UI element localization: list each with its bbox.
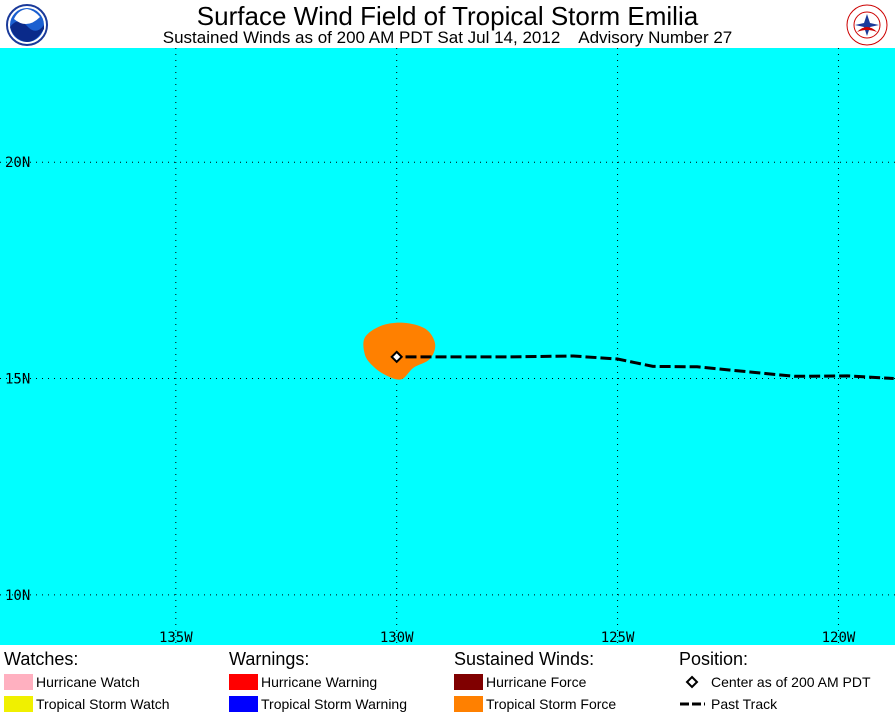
legend-label: Hurricane Warning [261,674,378,690]
storm-center-layer [390,350,404,364]
tropical-storm-force-wind-field [363,322,436,380]
storm-center-diamond-icon [390,350,404,364]
lat-label: 10N [5,588,30,604]
legend-heading-position: Position: [679,649,749,669]
tropical-storm-warning-swatch [229,696,258,712]
lon-label: 135W [159,630,193,645]
legend-label: Hurricane Watch [36,674,140,690]
lon-label: 130W [380,630,414,645]
tropical-storm-force-swatch [454,696,483,712]
legend-item-center: Center as of 200 AM PDT [679,671,871,693]
diamond-icon [685,675,699,689]
dashed-line-icon [680,702,705,706]
map-canvas: 20N 15N 10N 135W 130W 125W 120W [0,48,895,645]
legend-heading-watches: Watches: [4,649,79,669]
legend-label: Tropical Storm Force [486,696,617,712]
legend-item-tropical-storm-watch: Tropical Storm Watch [4,693,170,715]
legend-winds: Sustained Winds: Hurricane Force Tropica… [454,649,616,715]
tropical-storm-watch-swatch [4,696,33,712]
wind-field-layer [363,322,436,380]
nws-logo [846,4,888,46]
ocean-background [0,48,895,645]
legend-position: Position: Center as of 200 AM PDT Past T… [679,649,871,715]
hurricane-force-swatch [454,674,483,690]
legend-label: Tropical Storm Warning [261,696,408,712]
map-area: 20N 15N 10N 135W 130W 125W 120W [0,48,895,645]
lat-label: 20N [5,155,30,171]
hurricane-watch-swatch [4,674,33,690]
graticule-labels: 20N 15N 10N 135W 130W 125W 120W [5,155,856,645]
map-title: Surface Wind Field of Tropical Storm Emi… [196,1,699,31]
legend-heading-warnings: Warnings: [229,649,310,669]
hurricane-warning-swatch [229,674,258,690]
legend-label: Tropical Storm Watch [36,696,170,712]
legend-label: Hurricane Force [486,674,587,690]
legend-item-hurricane-force: Hurricane Force [454,671,616,693]
map-subtitle: Sustained Winds as of 200 AM PDT Sat Jul… [162,28,733,47]
lon-label: 125W [601,630,635,645]
header: Surface Wind Field of Tropical Storm Emi… [0,0,895,48]
legend: Watches: Hurricane Watch Tropical Storm … [0,645,895,716]
legend-item-hurricane-watch: Hurricane Watch [4,671,170,693]
legend-item-tropical-storm-warning: Tropical Storm Warning [229,693,407,715]
legend-label: Past Track [711,696,778,712]
past-track-line [405,354,894,380]
legend-label: Center as of 200 AM PDT [711,674,871,690]
legend-heading-winds: Sustained Winds: [454,649,595,669]
noaa-logo [6,4,48,46]
lat-label: 15N [5,372,30,388]
legend-item-past-track: Past Track [679,693,871,715]
legend-watches: Watches: Hurricane Watch Tropical Storm … [4,649,170,715]
lon-label: 120W [822,630,856,645]
legend-warnings: Warnings: Hurricane Warning Tropical Sto… [229,649,407,715]
legend-item-tropical-storm-force: Tropical Storm Force [454,693,616,715]
past-track-layer [405,354,894,380]
legend-item-hurricane-warning: Hurricane Warning [229,671,407,693]
